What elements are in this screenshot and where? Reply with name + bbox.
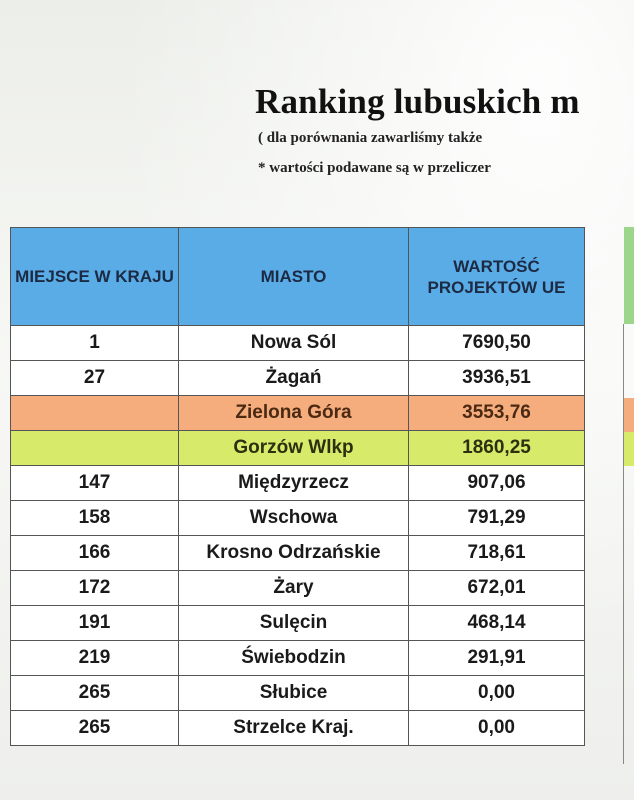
ranking-table: MIEJSCE W KRAJU MIASTO WARTOŚĆ PROJEKTÓW… — [10, 227, 585, 746]
table-row: 219 Świebodzin 291,91 — [10, 640, 585, 676]
rank-cell: 265 — [10, 675, 179, 711]
value-cell: 0,00 — [408, 675, 585, 711]
city-cell: Słubice — [178, 675, 409, 711]
city-cell: Nowa Sól — [178, 325, 409, 361]
rank-cell — [10, 430, 179, 466]
value-cell: 0,00 — [408, 710, 585, 746]
table-row: 1 Nowa Sól 7690,50 — [10, 325, 585, 361]
city-cell: Gorzów Wlkp — [178, 430, 409, 466]
table-header-row: MIEJSCE W KRAJU MIASTO WARTOŚĆ PROJEKTÓW… — [10, 227, 585, 326]
value-cell: 291,91 — [408, 640, 585, 676]
table-row: 265 Strzelce Kraj. 0,00 — [10, 710, 585, 746]
city-cell: Zielona Góra — [178, 395, 409, 431]
rank-cell: 219 — [10, 640, 179, 676]
subtitle-note: ( dla porównania zawarliśmy także — [258, 130, 483, 146]
adjacent-table-yellow-strip — [624, 432, 634, 466]
value-cell: 791,29 — [408, 500, 585, 536]
rank-cell: 158 — [10, 500, 179, 536]
table-row: 147 Międzyrzecz 907,06 — [10, 465, 585, 501]
value-cell: 3553,76 — [408, 395, 585, 431]
value-cell: 907,06 — [408, 465, 585, 501]
table-row: 158 Wschowa 791,29 — [10, 500, 585, 536]
city-cell: Strzelce Kraj. — [178, 710, 409, 746]
table-row: 172 Żary 672,01 — [10, 570, 585, 606]
city-cell: Krosno Odrzańskie — [178, 535, 409, 571]
rank-cell: 1 — [10, 325, 179, 361]
adjacent-table-orange-strip — [624, 398, 634, 432]
table-row: Zielona Góra 3553,76 — [10, 395, 585, 431]
header-city: MIASTO — [178, 227, 409, 326]
rank-cell: 172 — [10, 570, 179, 606]
header-value: WARTOŚĆ PROJEKTÓW UE — [408, 227, 585, 326]
city-cell: Żagań — [178, 360, 409, 396]
value-cell: 7690,50 — [408, 325, 585, 361]
rank-cell — [10, 395, 179, 431]
adjacent-table-header-strip — [624, 227, 634, 324]
table-row: Gorzów Wlkp 1860,25 — [10, 430, 585, 466]
rank-cell: 27 — [10, 360, 179, 396]
value-cell: 468,14 — [408, 605, 585, 641]
rank-cell: 147 — [10, 465, 179, 501]
value-cell: 1860,25 — [408, 430, 585, 466]
table-row: 265 Słubice 0,00 — [10, 675, 585, 711]
page-title: Ranking lubuskich m — [255, 82, 580, 121]
city-cell: Międzyrzecz — [178, 465, 409, 501]
table-row: 166 Krosno Odrzańskie 718,61 — [10, 535, 585, 571]
rank-cell: 166 — [10, 535, 179, 571]
rank-cell: 265 — [10, 710, 179, 746]
subtitle-footnote: * wartości podawane są w przeliczer — [258, 160, 491, 176]
table-row: 27 Żagań 3936,51 — [10, 360, 585, 396]
city-cell: Sulęcin — [178, 605, 409, 641]
table-row: 191 Sulęcin 468,14 — [10, 605, 585, 641]
city-cell: Wschowa — [178, 500, 409, 536]
city-cell: Świebodzin — [178, 640, 409, 676]
header-rank: MIEJSCE W KRAJU — [10, 227, 179, 326]
value-cell: 3936,51 — [408, 360, 585, 396]
value-cell: 718,61 — [408, 535, 585, 571]
city-cell: Żary — [178, 570, 409, 606]
adjacent-table-edge — [623, 324, 634, 764]
value-cell: 672,01 — [408, 570, 585, 606]
rank-cell: 191 — [10, 605, 179, 641]
